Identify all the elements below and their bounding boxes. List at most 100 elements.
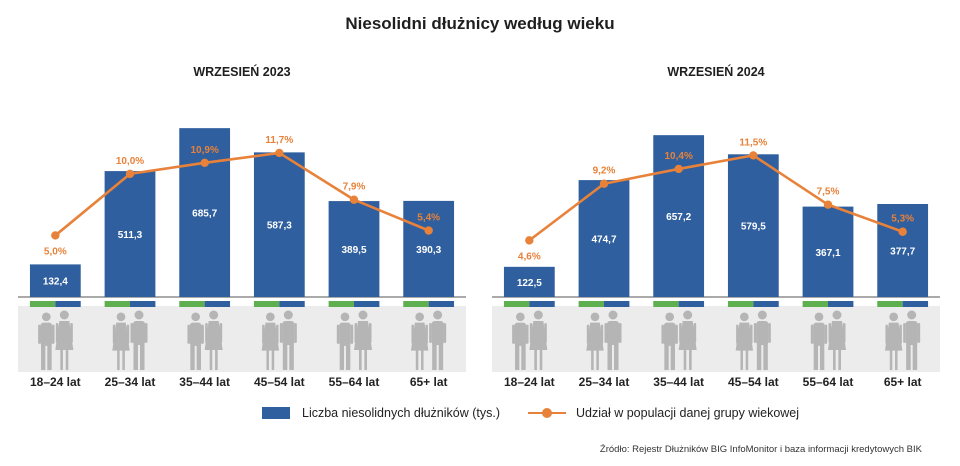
person-arm bbox=[828, 323, 832, 343]
person-leg bbox=[614, 343, 619, 370]
person-leg bbox=[364, 349, 367, 370]
bar-data-label: 511,3 bbox=[118, 230, 143, 241]
share-line bbox=[528, 154, 904, 242]
person-body bbox=[529, 321, 548, 350]
person-leg bbox=[670, 343, 675, 370]
bar-data-label: 579,5 bbox=[741, 222, 766, 233]
bar bbox=[403, 200, 455, 297]
strip-blue bbox=[753, 301, 779, 307]
source-note: Źródło: Rejestr Dłużników BIG InfoMonito… bbox=[599, 444, 922, 455]
strip-blue bbox=[279, 301, 305, 307]
person-leg bbox=[683, 349, 687, 370]
share-point bbox=[424, 226, 433, 235]
strip-green bbox=[403, 301, 429, 307]
person-leg bbox=[359, 349, 362, 370]
person-body bbox=[678, 321, 697, 350]
person-head bbox=[757, 310, 767, 320]
legend-bar-label: Liczba niesolidnych dłużników (tys.) bbox=[302, 406, 501, 420]
strip-blue bbox=[204, 301, 231, 307]
chart-title: Niesolidni dłużnicy według wieku bbox=[345, 14, 615, 33]
bar bbox=[29, 264, 81, 297]
person-leg bbox=[912, 343, 918, 370]
person-leg bbox=[534, 349, 537, 370]
person-leg bbox=[763, 343, 768, 370]
category-label: 35–44 lat bbox=[653, 375, 704, 389]
person-body bbox=[55, 321, 74, 350]
person-head bbox=[340, 312, 350, 322]
share-data-label: 10,9% bbox=[190, 145, 218, 156]
person-arm bbox=[126, 324, 130, 344]
person-arm bbox=[354, 323, 358, 343]
person-head bbox=[116, 312, 126, 322]
person-arm bbox=[187, 324, 190, 344]
share-data-label: 5,0% bbox=[44, 246, 67, 257]
person-leg bbox=[591, 349, 594, 370]
person-leg bbox=[415, 349, 419, 370]
share-point bbox=[525, 236, 534, 245]
person-leg bbox=[190, 343, 195, 370]
panel-title: WRZESIEŃ 2024 bbox=[667, 64, 764, 79]
strip-green bbox=[578, 301, 604, 307]
person-body bbox=[813, 322, 825, 346]
share-data-label: 11,5% bbox=[739, 137, 767, 148]
bar bbox=[653, 135, 705, 297]
person-arm bbox=[130, 323, 134, 343]
person-leg bbox=[756, 343, 762, 370]
share-point bbox=[200, 158, 209, 167]
person-leg bbox=[196, 343, 201, 370]
person-body bbox=[204, 321, 223, 350]
legend-item-line: Udział w populacji danej grupy wiekowej bbox=[528, 406, 799, 420]
person-body bbox=[735, 322, 754, 351]
strip-green bbox=[29, 301, 56, 307]
strip-blue bbox=[55, 301, 81, 307]
person-leg bbox=[689, 349, 692, 370]
person-arm bbox=[350, 324, 354, 344]
chart-panel-2: WRZESIEŃ 2024 122,5 18–24 lat 474,7 25–34 la… bbox=[492, 64, 940, 389]
person-arm bbox=[529, 323, 533, 343]
person-arm bbox=[443, 323, 447, 343]
people-icon bbox=[336, 310, 372, 370]
share-data-label: 4,6% bbox=[518, 251, 541, 262]
share-point bbox=[349, 195, 359, 204]
person-arm bbox=[693, 323, 697, 343]
people-icon bbox=[512, 310, 548, 370]
category-label: 25–34 lat bbox=[105, 375, 156, 389]
strip-green bbox=[727, 301, 754, 307]
category-label: 55–64 lat bbox=[803, 375, 854, 389]
person-leg bbox=[140, 343, 145, 370]
share-point bbox=[125, 169, 135, 179]
legend-item-bars: Liczba niesolidnych dłużników (tys.) bbox=[262, 406, 500, 420]
person-arm bbox=[917, 323, 921, 343]
share-data-label: 5,4% bbox=[417, 213, 440, 224]
person-leg bbox=[60, 349, 63, 370]
person-arm bbox=[736, 324, 739, 344]
person-arm bbox=[112, 324, 116, 344]
person-head bbox=[433, 310, 443, 320]
share-point bbox=[823, 200, 833, 209]
person-arm bbox=[279, 323, 283, 343]
person-body bbox=[586, 322, 604, 351]
person-arm bbox=[899, 324, 902, 344]
person-arm bbox=[429, 323, 432, 343]
person-arm bbox=[70, 323, 73, 343]
person-leg bbox=[117, 349, 120, 370]
person-body bbox=[514, 322, 527, 346]
person-arm bbox=[903, 323, 906, 343]
person-leg bbox=[819, 343, 825, 370]
people-icon bbox=[735, 310, 771, 370]
person-leg bbox=[41, 343, 46, 370]
person-head bbox=[739, 312, 749, 322]
share-data-label: 10,0% bbox=[116, 156, 144, 167]
bar-data-label: 122,5 bbox=[517, 278, 542, 289]
bar-data-label: 377,7 bbox=[890, 246, 915, 257]
person-arm bbox=[368, 323, 372, 343]
person-leg bbox=[339, 343, 345, 370]
bar-data-label: 657,2 bbox=[666, 212, 691, 223]
person-arm bbox=[336, 324, 340, 344]
people-icon bbox=[187, 310, 223, 370]
person-body bbox=[189, 322, 202, 346]
person-arm bbox=[526, 324, 529, 344]
bar-data-label: 474,7 bbox=[591, 235, 616, 246]
person-leg bbox=[421, 349, 424, 370]
strip-green bbox=[802, 301, 828, 307]
